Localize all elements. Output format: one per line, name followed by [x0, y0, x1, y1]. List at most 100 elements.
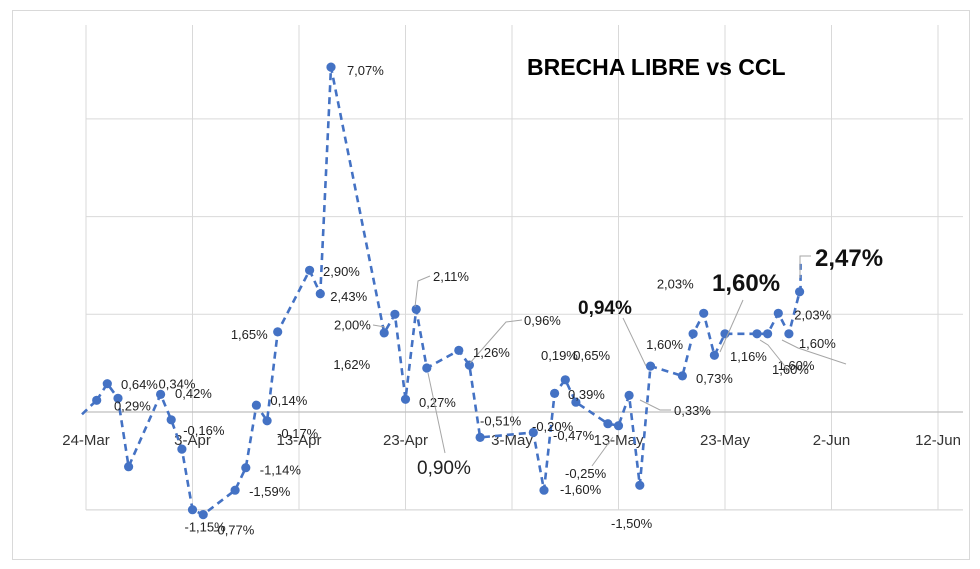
- data-point: [539, 485, 549, 495]
- data-point: [187, 505, 198, 515]
- callout-label: 0,19%: [541, 348, 578, 363]
- callout-label: 2,90%: [323, 264, 360, 279]
- data-point: [166, 415, 176, 425]
- data-point: [113, 393, 123, 403]
- x-tick-label: 13-Apr: [276, 432, 321, 449]
- data-point: [230, 485, 240, 495]
- x-tick-label: 2-Jun: [813, 432, 851, 449]
- x-tick-label: 12-Jun: [915, 432, 961, 449]
- x-tick-label: 23-Apr: [383, 432, 428, 449]
- callout-label: 0,90%: [417, 458, 471, 479]
- data-label: 7,07%: [347, 63, 384, 78]
- data-label: 2,03%: [794, 307, 831, 322]
- callout-label: 1,26%: [473, 345, 510, 360]
- chart-frame: [12, 10, 970, 560]
- callout-label: 1,16%: [730, 349, 767, 364]
- data-point: [411, 304, 421, 314]
- callout-leader: [719, 299, 744, 353]
- data-point: [624, 390, 634, 400]
- chart-title: BRECHA LIBRE vs CCL: [527, 54, 786, 80]
- callout-leader: [781, 339, 847, 365]
- callout-label: 0,96%: [524, 313, 561, 328]
- data-point: [379, 328, 389, 338]
- data-label: -0,17%: [277, 426, 319, 441]
- data-label: 0,29%: [114, 398, 151, 413]
- callout-label: 0,94%: [578, 298, 632, 319]
- data-point: [752, 329, 762, 339]
- data-label: -1,59%: [249, 484, 291, 499]
- callout-label: 0,33%: [674, 403, 711, 418]
- data-point: [645, 361, 656, 371]
- callout-leader: [639, 399, 671, 411]
- data-label: -0,51%: [480, 413, 522, 428]
- x-tick-label: 24-Mar: [62, 432, 110, 449]
- callout-leader: [799, 255, 811, 278]
- data-point: [156, 389, 166, 399]
- callout-label: 0,42%: [175, 386, 212, 401]
- callout-leader: [427, 372, 446, 454]
- data-label: 1,65%: [231, 327, 268, 342]
- data-label: -0,77%: [213, 523, 255, 538]
- data-point: [464, 360, 474, 370]
- callout-label: -0,47%: [553, 428, 595, 443]
- callout-label: 1,60%: [712, 270, 780, 297]
- callout-label: 1,60%: [772, 362, 809, 377]
- data-point: [550, 388, 560, 398]
- data-point: [315, 289, 325, 299]
- callout-label: -1,50%: [611, 516, 653, 531]
- x-tick-label: 23-May: [700, 432, 751, 449]
- data-point: [635, 480, 645, 490]
- x-tick-label: 13-May: [593, 432, 644, 449]
- data-label: 2,00%: [334, 317, 371, 332]
- data-point: [92, 395, 102, 405]
- data-point: [454, 345, 464, 355]
- data-label: 0,65%: [573, 348, 610, 363]
- callout-leader: [469, 319, 523, 364]
- data-point: [305, 265, 315, 275]
- data-point: [709, 350, 720, 360]
- data-point: [699, 308, 709, 318]
- data-point: [326, 62, 336, 72]
- data-point: [422, 363, 432, 373]
- callout-leader: [591, 436, 614, 467]
- callout-label: -0,20%: [532, 419, 574, 434]
- data-label: 2,43%: [330, 289, 367, 304]
- data-point: [603, 419, 613, 429]
- data-label: 0,34%: [159, 376, 196, 391]
- data-point: [241, 463, 251, 473]
- data-point: [560, 375, 570, 385]
- data-point: [390, 309, 400, 319]
- callout-leader: [372, 324, 386, 328]
- callout-label: 2,11%: [433, 269, 469, 284]
- data-point: [400, 394, 411, 404]
- callout-leader: [759, 339, 789, 371]
- callout-label: 0,73%: [696, 371, 733, 386]
- data-label: 2,03%: [657, 276, 694, 291]
- data-point: [124, 462, 134, 472]
- callout-label: 2,47%: [815, 245, 883, 272]
- data-label: 1,60%: [799, 336, 836, 351]
- data-point: [613, 421, 624, 431]
- data-point: [784, 329, 794, 339]
- data-point: [177, 444, 187, 454]
- data-label: 1,60%: [646, 337, 683, 352]
- callout-label: -1,60%: [560, 482, 602, 497]
- data-label: -1,15%: [185, 520, 227, 535]
- data-label: -0,16%: [183, 423, 225, 438]
- callout-label: 0,64%: [121, 377, 158, 392]
- data-point: [273, 327, 283, 337]
- data-point: [688, 329, 698, 339]
- data-label: 0,14%: [270, 393, 307, 408]
- data-point: [773, 308, 783, 318]
- data-point: [262, 416, 272, 426]
- callout-label: 0,27%: [419, 395, 456, 410]
- data-point: [528, 427, 538, 438]
- callout-label: 0,39%: [568, 387, 605, 402]
- data-point: [571, 397, 581, 407]
- data-point: [763, 329, 773, 339]
- data-point: [677, 371, 688, 381]
- callout-label: -0,25%: [565, 466, 607, 481]
- data-point: [198, 509, 208, 520]
- data-label: -1,14%: [260, 463, 302, 478]
- callout-leader: [622, 317, 647, 367]
